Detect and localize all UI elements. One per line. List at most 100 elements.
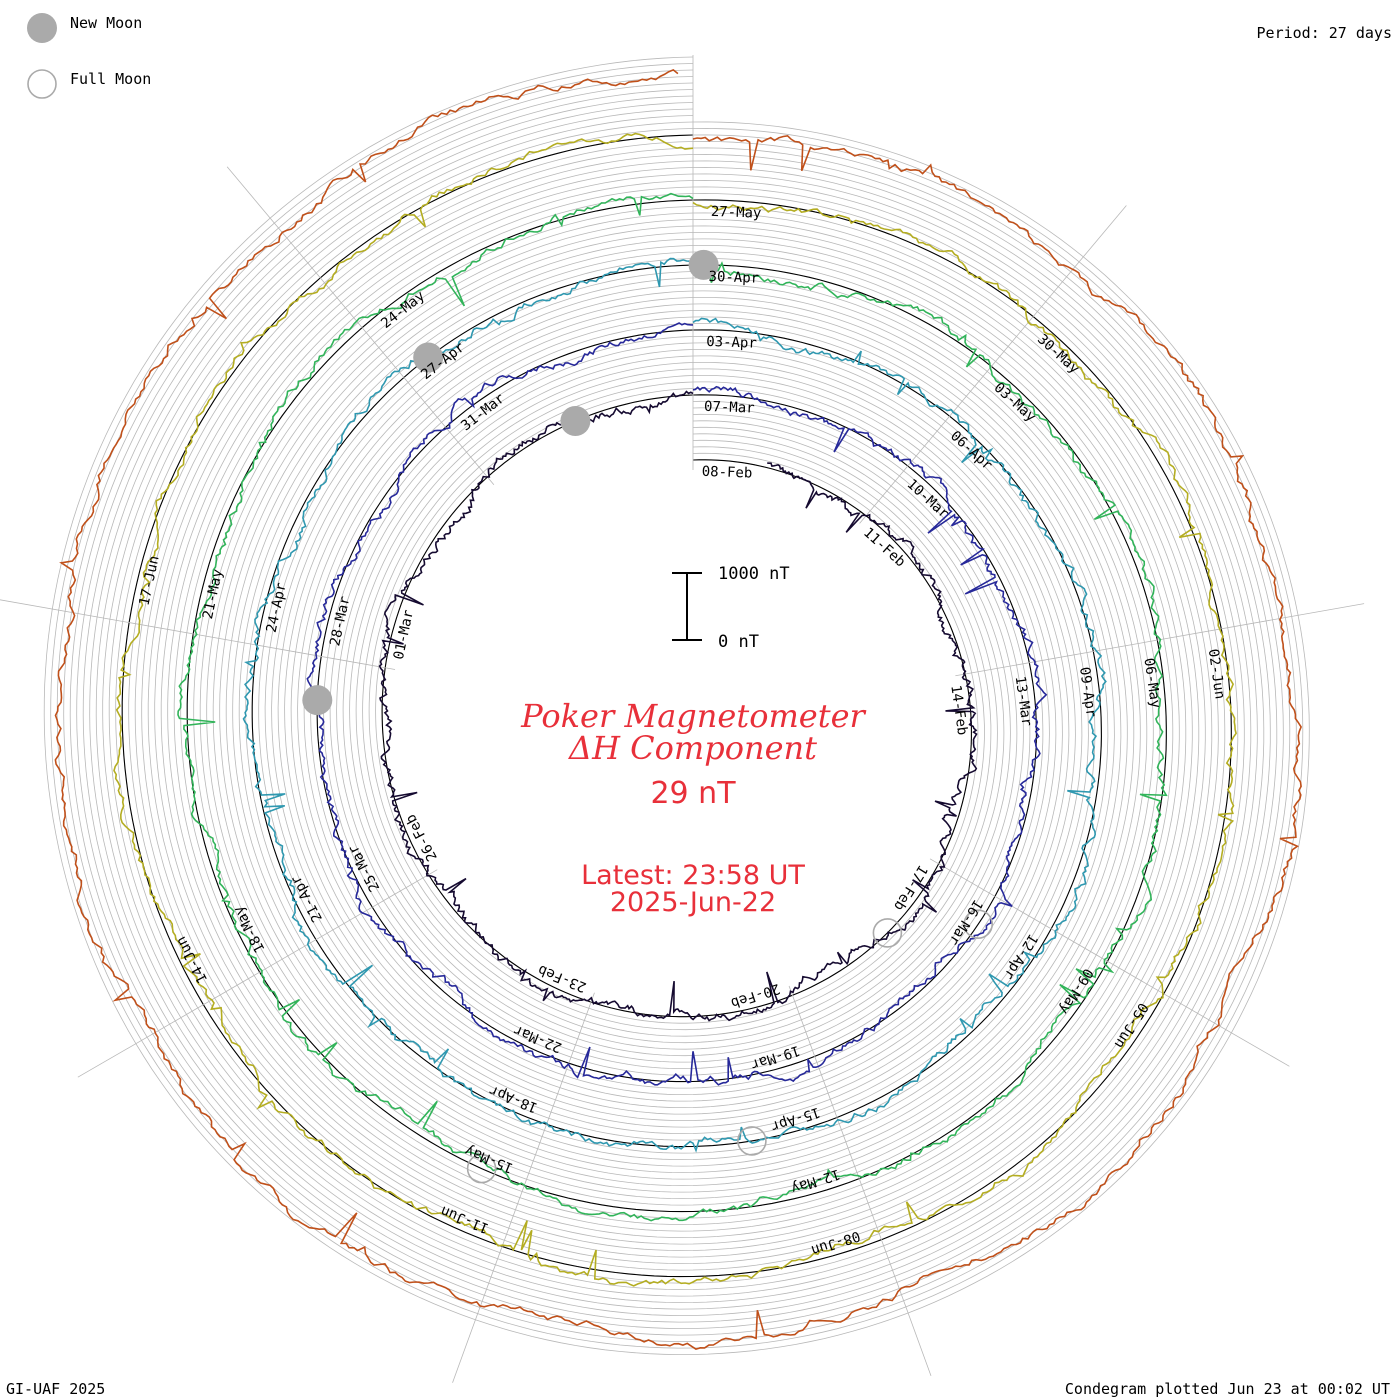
date-label: 01-Mar <box>391 608 417 661</box>
chart-title-line2: ΔH Component <box>568 729 818 767</box>
grid-ring <box>336 349 1018 1063</box>
baseline-spiral <box>316 329 1037 1083</box>
grid-ring <box>258 271 1096 1141</box>
grid-ring <box>349 362 1005 1050</box>
grid-ring <box>154 167 1200 1245</box>
moon-legend-icons <box>27 13 57 99</box>
full-moon-label: Full Moon <box>70 70 152 88</box>
grid-ring <box>199 212 1154 1200</box>
grid-ring <box>173 186 1180 1226</box>
grid-ring <box>180 193 1174 1219</box>
grid-ring <box>147 160 1206 1252</box>
date-label: 08-Jun <box>809 1227 862 1258</box>
grid-ring <box>160 173 1193 1239</box>
grid-ring <box>245 258 1109 1154</box>
chart-title-line1: Poker Magnetometer <box>521 697 865 735</box>
grid-ring <box>329 342 1024 1069</box>
baseline-spiral <box>381 394 972 1018</box>
day-spoke <box>929 858 1290 1067</box>
grid-ring <box>206 219 1148 1193</box>
date-label: 19-Mar <box>749 1042 802 1073</box>
grid-ring <box>277 290 1076 1122</box>
grid-ring <box>225 238 1128 1174</box>
moon-markers <box>302 249 994 1184</box>
grid-ring <box>69 82 1284 1330</box>
grid-ring <box>271 284 1083 1128</box>
date-label: 20-Feb <box>729 980 782 1011</box>
scale-bottom-label: 0 nT <box>718 632 759 652</box>
date-label: 06-May <box>1140 657 1163 709</box>
trace-cycle-3 <box>242 257 1107 1153</box>
date-label: 31-Mar <box>458 391 508 435</box>
date-label: 28-Mar <box>327 595 353 648</box>
day-spoke <box>77 869 438 1078</box>
new-moon-marker <box>560 406 591 436</box>
full-moon-marker <box>466 1153 497 1184</box>
trace-cycle-4 <box>177 192 1168 1222</box>
grid-ring <box>238 251 1115 1161</box>
new-moon-marker <box>302 685 333 716</box>
footer-plot-time: Condegram plotted Jun 23 at 00:02 UT <box>1064 1380 1390 1398</box>
grid-ring <box>232 245 1122 1167</box>
current-value: 29 nT <box>650 776 736 811</box>
baseline-spiral <box>251 264 1102 1148</box>
grid-ring <box>212 225 1141 1187</box>
full-moon-marker <box>963 909 994 940</box>
date-label: 27-May <box>711 204 762 222</box>
trace-cycle-5 <box>113 132 1237 1287</box>
grid-ring <box>368 381 985 1031</box>
day-spoke <box>452 992 595 1383</box>
grid-ring <box>108 121 1245 1291</box>
grid-ring <box>141 154 1213 1258</box>
scale-top-label: 1000 nT <box>718 564 790 584</box>
grid-ring <box>290 303 1063 1108</box>
latest-time: Latest: 23:58 UT <box>581 860 805 891</box>
day-spoke <box>226 166 495 485</box>
latest-date: 2025-Jun-22 <box>609 887 777 918</box>
day-spoke <box>0 599 396 670</box>
data-traces <box>54 68 1302 1350</box>
footer-credit: GI-UAF 2025 <box>6 1380 106 1398</box>
grid-ring <box>219 232 1135 1180</box>
grid-ring <box>284 297 1070 1115</box>
grid-ring <box>264 277 1089 1135</box>
date-label: 07-Mar <box>704 399 755 417</box>
date-label: 15-Apr <box>769 1104 822 1135</box>
grid-ring <box>193 206 1161 1206</box>
new-moon-marker <box>413 342 444 373</box>
grid-ring <box>362 375 992 1037</box>
grid-ring <box>134 147 1219 1265</box>
full-moon-icon <box>27 69 57 99</box>
grid-ring <box>56 69 1297 1343</box>
day-spoke <box>859 205 1127 524</box>
grid-ring <box>82 95 1271 1317</box>
grid-ring <box>115 128 1239 1284</box>
grid-rings <box>43 56 1310 1356</box>
grid-ring <box>89 102 1265 1310</box>
new-moon-marker <box>688 249 719 280</box>
date-label: 12-May <box>789 1165 842 1196</box>
full-moon-marker <box>872 918 903 948</box>
full-moon-marker <box>737 1126 767 1156</box>
date-label: 09-Apr <box>1076 666 1099 718</box>
grid-ring <box>43 56 1310 1356</box>
date-label: 21-May <box>200 568 226 621</box>
date-label: 08-Feb <box>701 464 752 482</box>
date-label: 24-Apr <box>264 581 290 634</box>
trace-cycle-1 <box>378 390 978 1022</box>
trace-cycle-2 <box>306 322 1048 1086</box>
date-label: 14-Feb <box>947 684 970 736</box>
grid-ring <box>63 76 1291 1336</box>
trace-cycle-6 <box>54 68 1302 1350</box>
period-label: Period: 27 days <box>1256 24 1392 42</box>
grid-ring <box>128 141 1226 1271</box>
new-moon-label: New Moon <box>70 14 143 32</box>
grid-ring <box>355 368 998 1044</box>
grid-ring <box>297 310 1057 1102</box>
grid-ring <box>102 115 1252 1297</box>
date-label: 13-Mar <box>1012 675 1035 727</box>
date-label: 03-Apr <box>706 334 757 352</box>
date-label: 17-Jun <box>137 554 163 607</box>
date-label: 02-Jun <box>1205 648 1228 700</box>
